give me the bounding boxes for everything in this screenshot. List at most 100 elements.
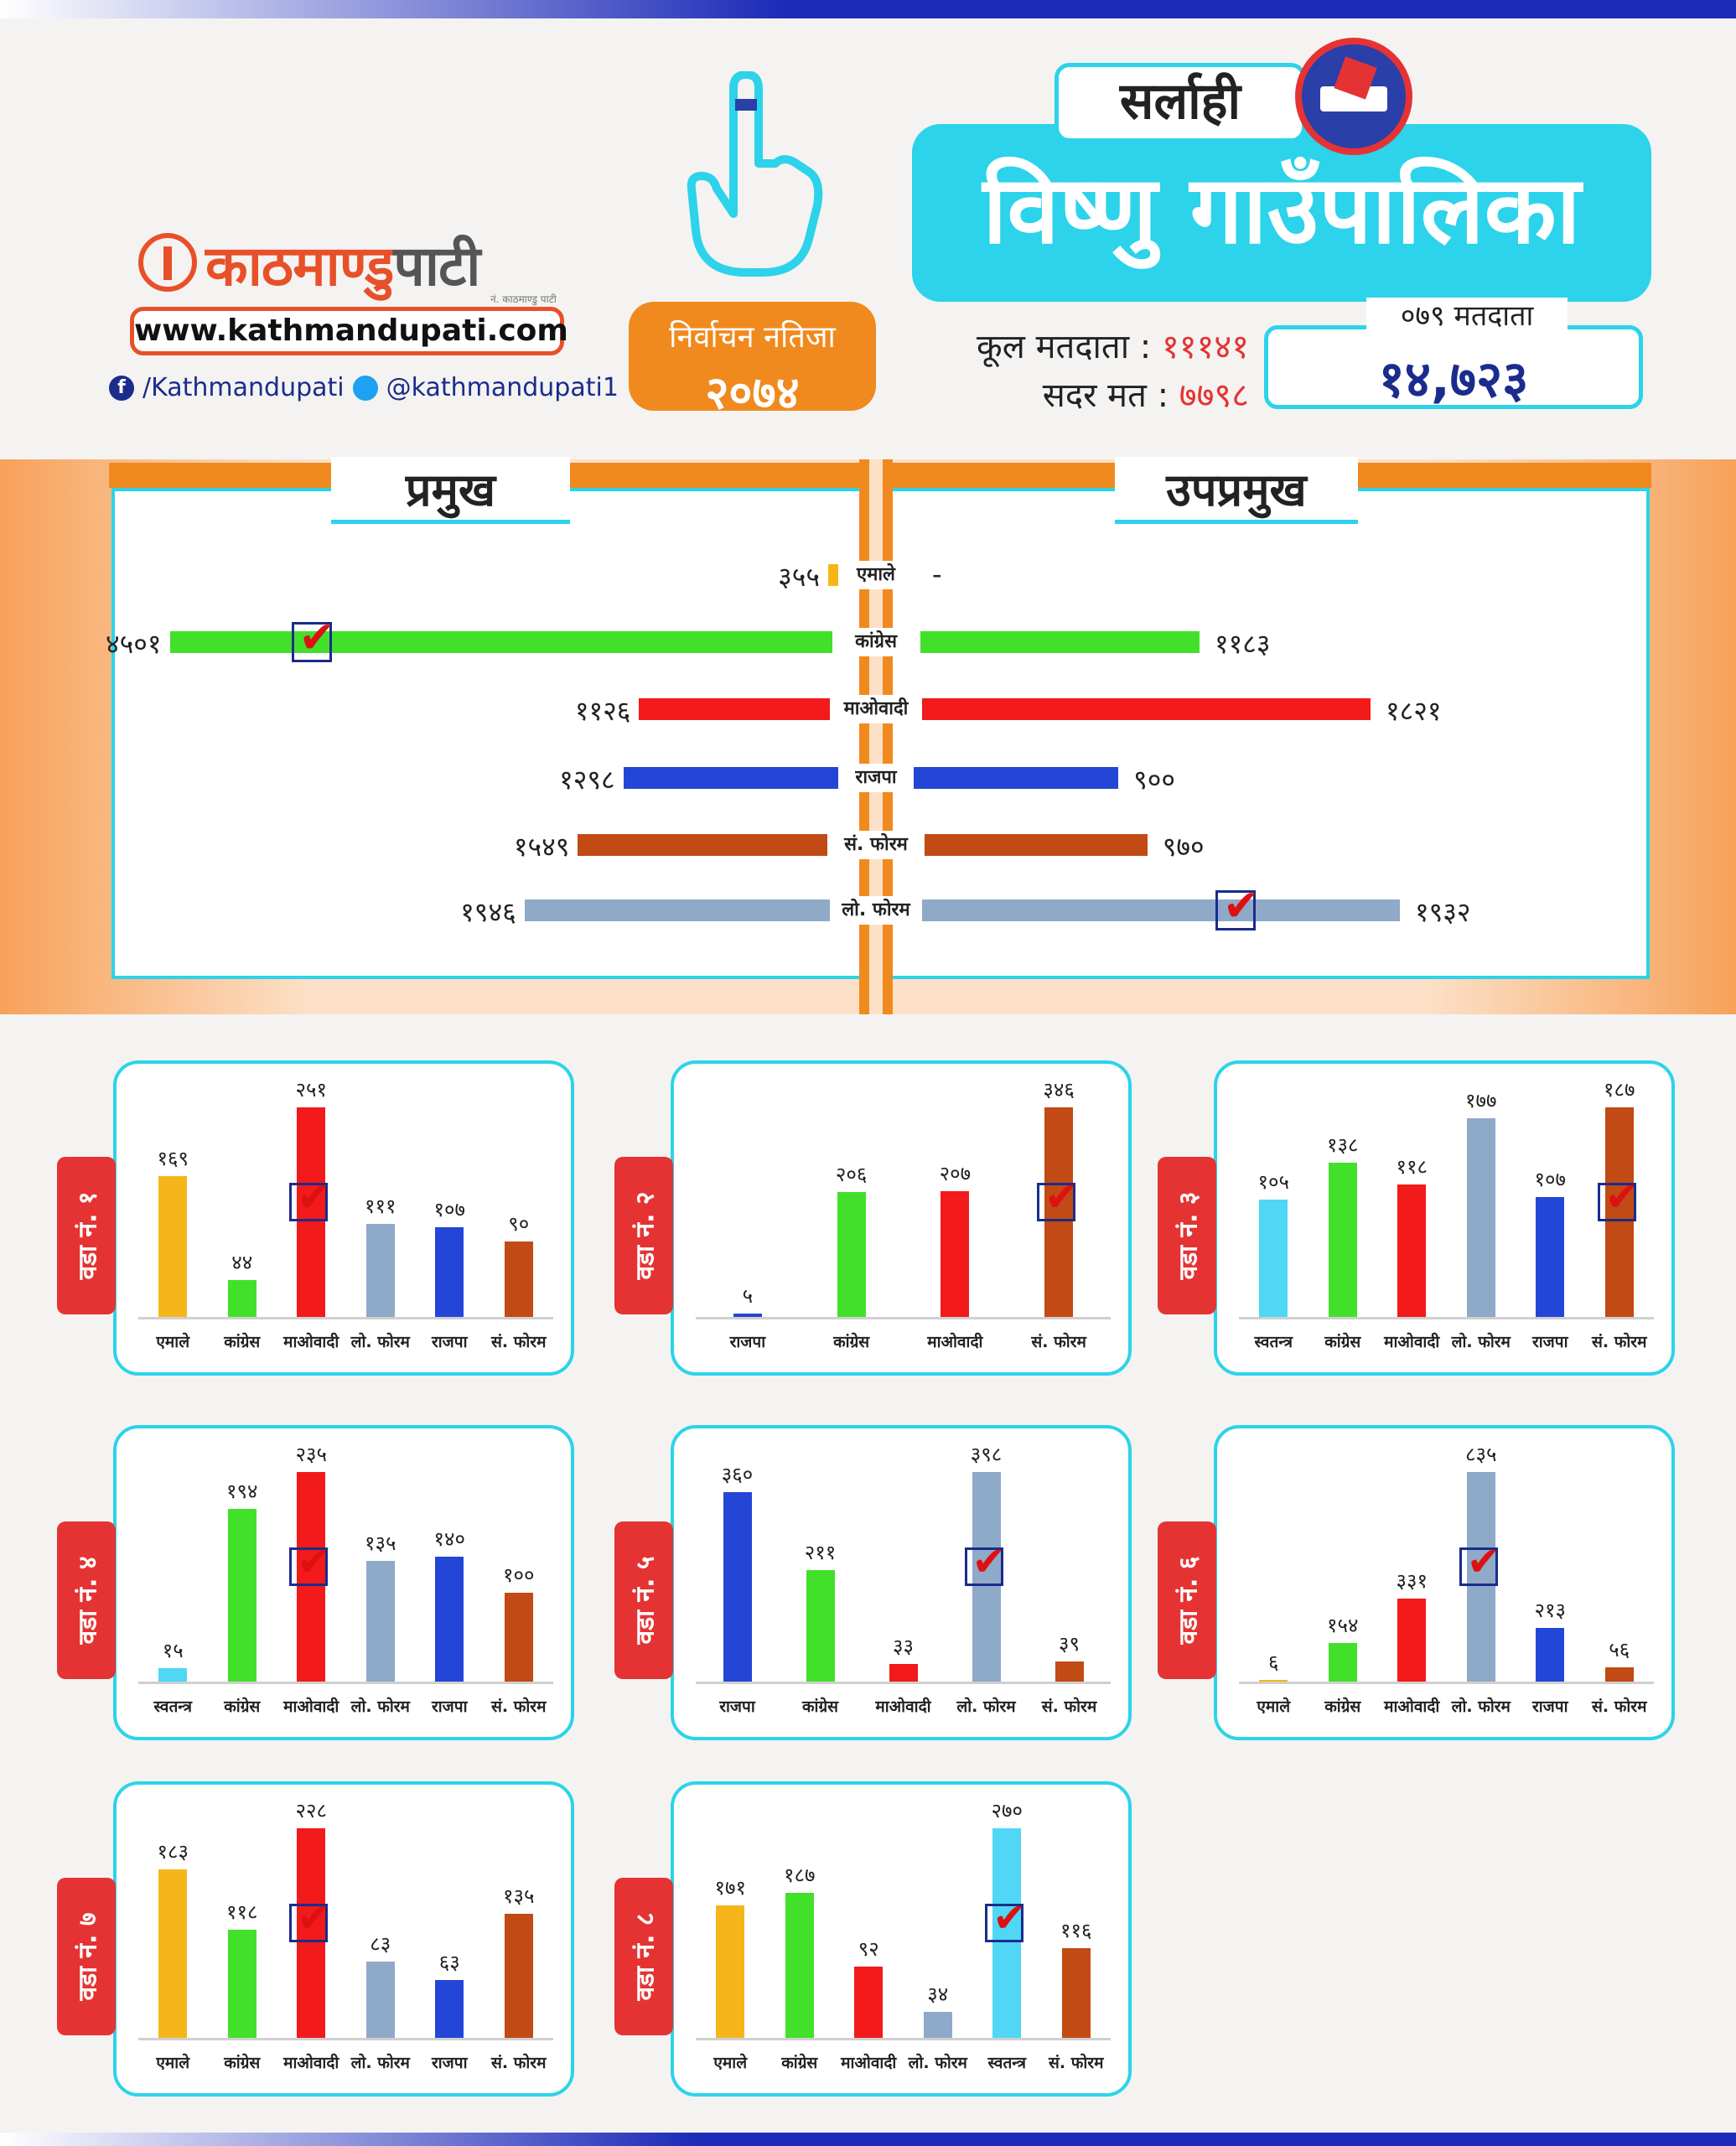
- ward-tag-8: वडा नं. ८: [614, 1878, 673, 2035]
- ward-8-value-4: २७०: [991, 1799, 1023, 1822]
- ward-2-bar-1: [837, 1192, 866, 1317]
- ward-8-bar-1: [785, 1892, 814, 2038]
- ward-5-value-0: ३६०: [721, 1462, 754, 1486]
- ward-4-label-5: सं. फोरम: [491, 1698, 547, 1716]
- ward-1-label-4: राजपा: [431, 1333, 468, 1351]
- ward-4-value-2: २३५: [295, 1443, 327, 1466]
- ward-7-bar-0: [158, 1869, 188, 2038]
- mayor-value-1: ४५०१: [105, 628, 162, 660]
- ward-3-label-1: कांग्रेस: [1324, 1333, 1361, 1351]
- deputy-bar-1: [920, 631, 1200, 653]
- party-label-3: राजपा: [838, 764, 914, 792]
- ward-5-value-4: ३९: [1059, 1631, 1080, 1656]
- deputy-value-2: १८२१: [1385, 695, 1442, 727]
- ward-4-bar-3: [365, 1561, 395, 1682]
- ward-4-winner-check-icon: [289, 1538, 330, 1586]
- deputy-bar-3: [914, 767, 1119, 789]
- ward-baseline-8: [696, 2038, 1111, 2040]
- ward-4-label-3: लो. फोरम: [350, 1698, 410, 1716]
- ward-tag-4: वडा नं. ४: [57, 1521, 116, 1679]
- ward-6-label-2: माओवादी: [1384, 1698, 1440, 1716]
- ward-6-value-0: ६: [1268, 1651, 1279, 1674]
- deputy-winner-check-icon: [1215, 881, 1260, 931]
- ward-4-value-5: १००: [503, 1563, 535, 1587]
- ward-1-bar-5: [504, 1241, 533, 1317]
- ward-3-value-5: १८७: [1604, 1078, 1635, 1102]
- mayor-bar-4: [578, 834, 828, 856]
- ward-5-value-3: ३९८: [970, 1443, 1003, 1466]
- deputy-bar-5: [922, 899, 1400, 921]
- ward-baseline-3: [1239, 1317, 1654, 1319]
- deputy-bar-2: [922, 698, 1371, 720]
- ward-3-value-4: १०७: [1534, 1167, 1566, 1191]
- ward-tag-1: वडा नं. १: [57, 1157, 116, 1314]
- ward-1-bar-1: [227, 1280, 257, 1317]
- ward-8-label-1: कांग्रेस: [781, 2054, 818, 2072]
- ward-2-value-1: २०६: [835, 1163, 868, 1187]
- ward-2-label-3: सं. फोरम: [1031, 1333, 1086, 1351]
- ward-tag-label-8: वडा नं. ८: [630, 1912, 661, 2001]
- ward-8-value-5: ११६: [1060, 1918, 1092, 1942]
- ward-1-value-5: ९०: [508, 1212, 530, 1236]
- ward-5-bar-0: [723, 1491, 752, 1682]
- ward-3-bar-4: [1536, 1196, 1565, 1317]
- party-label-5: लो. फोरम: [830, 896, 922, 925]
- ward-7-value-2: २२८: [295, 1799, 327, 1822]
- website-url[interactable]: www.kathmandupati.com: [130, 307, 568, 355]
- ward-8-bar-3: [923, 2011, 952, 2038]
- ward-7-bar-1: [227, 1929, 257, 2038]
- ward-6-bar-1: [1328, 1642, 1357, 1682]
- ward-6-bar-5: [1604, 1667, 1634, 1682]
- ward-1-label-3: लो. फोरम: [350, 1333, 410, 1351]
- ward-6-label-5: सं. फोरम: [1592, 1698, 1647, 1716]
- ward-2-label-1: कांग्रेस: [833, 1333, 870, 1351]
- ward-4-value-0: १५: [162, 1639, 184, 1663]
- top-stripe: [0, 0, 1736, 18]
- mayor-value-4: १५४९: [513, 831, 570, 863]
- ward-3-label-5: सं. फोरम: [1592, 1333, 1647, 1351]
- ward-6-value-1: १५४: [1327, 1613, 1359, 1637]
- voter-stats: कूल मतदाता : १११४१ सदर मत : ७७९८: [914, 323, 1249, 420]
- ward-1-bar-3: [365, 1224, 395, 1317]
- twitter-handle[interactable]: @kathmandupati1: [386, 373, 619, 402]
- ward-1-label-1: कांग्रेस: [224, 1333, 261, 1351]
- ward-6-bar-4: [1536, 1628, 1565, 1682]
- ward-4-bar-5: [504, 1592, 533, 1682]
- facebook-handle[interactable]: /Kathmandupati: [143, 373, 345, 402]
- ward-tag-6: वडा नं. ६: [1158, 1521, 1216, 1679]
- ward-5-label-3: लो. फोरम: [956, 1698, 1016, 1716]
- ward-7-value-1: ११८: [226, 1900, 258, 1924]
- ward-tag-7: वडा नं. ७: [57, 1878, 116, 2035]
- ward-1-bar-4: [435, 1227, 464, 1317]
- ward-5-label-0: राजपा: [719, 1698, 755, 1716]
- ward-baseline-6: [1239, 1682, 1654, 1684]
- ward-baseline-7: [138, 2038, 553, 2040]
- ward-2-label-2: माओवादी: [927, 1333, 983, 1351]
- result-year: २०७४: [705, 366, 800, 419]
- ward-1-value-4: १०७: [433, 1198, 465, 1222]
- result-title: निर्वाचन नतिजा: [669, 320, 836, 355]
- mayor-heading: प्रमुख: [331, 457, 570, 524]
- ward-8-bar-5: [1061, 1947, 1091, 2038]
- ward-3-bar-0: [1259, 1199, 1288, 1317]
- ward-1-bar-0: [158, 1175, 188, 1317]
- social-links: f /Kathmandupati @kathmandupati1: [109, 373, 619, 402]
- ward-6-label-4: राजपा: [1531, 1698, 1568, 1716]
- voters-079-box: १४,७२३: [1264, 325, 1643, 409]
- ward-8-value-3: ३४: [927, 1982, 949, 2006]
- ward-card-8: [671, 1781, 1132, 2097]
- party-label-1: कांग्रेस: [832, 628, 920, 656]
- ward-6-value-3: ८३५: [1465, 1443, 1497, 1466]
- mayor-value-5: १९४६: [460, 896, 516, 928]
- ward-6-bar-2: [1397, 1598, 1427, 1682]
- ward-tag-label-3: वडा नं. ३: [1174, 1191, 1204, 1280]
- ward-8-label-5: सं. फोरम: [1049, 2054, 1104, 2072]
- ward-7-bar-3: [365, 1961, 395, 2038]
- ward-tag-label-6: वडा नं. ६: [1174, 1556, 1204, 1645]
- ward-3-label-0: स्वतन्त्र: [1254, 1333, 1293, 1351]
- ward-8-label-3: लो. फोरम: [908, 2054, 967, 2072]
- mayor-bar-5: [524, 899, 830, 921]
- ward-5-label-4: सं. फोरम: [1041, 1698, 1097, 1716]
- ward-8-value-0: १७१: [714, 1875, 746, 1900]
- ward-1-value-0: १६९: [157, 1146, 189, 1170]
